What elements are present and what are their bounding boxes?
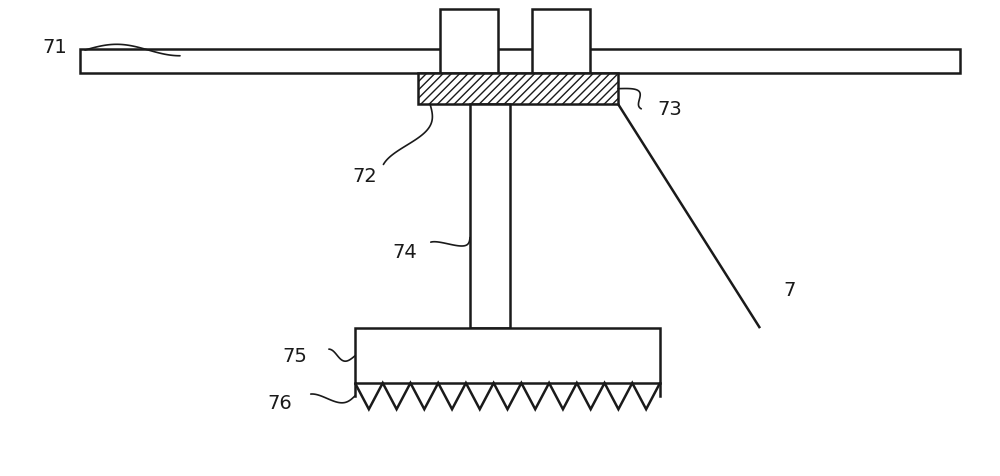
Text: 71: 71 bbox=[43, 38, 67, 57]
Bar bbox=[470, 105, 510, 328]
Bar bbox=[440, 10, 498, 74]
Bar bbox=[418, 74, 618, 105]
Bar bbox=[532, 10, 590, 74]
Text: 73: 73 bbox=[658, 100, 682, 119]
Text: 72: 72 bbox=[353, 167, 377, 186]
Bar bbox=[80, 50, 960, 74]
Text: 74: 74 bbox=[393, 243, 417, 262]
Text: 7: 7 bbox=[784, 281, 796, 300]
Text: 76: 76 bbox=[268, 393, 292, 412]
Bar bbox=[355, 328, 660, 383]
Text: 75: 75 bbox=[283, 346, 307, 365]
